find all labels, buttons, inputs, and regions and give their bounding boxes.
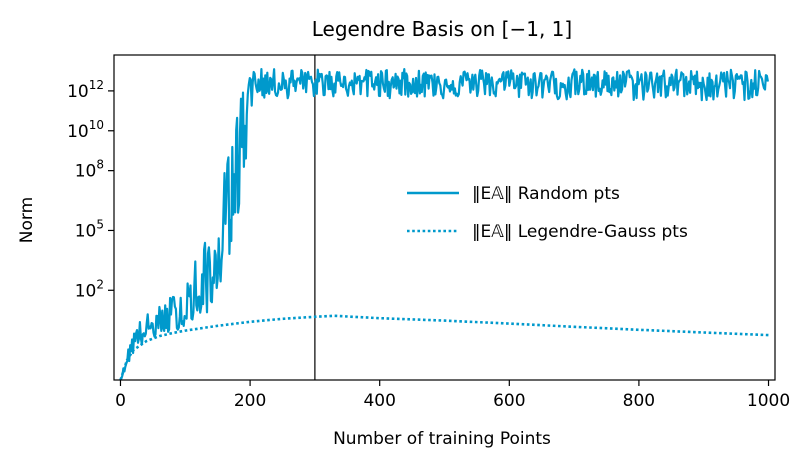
legend: ‖E𝔸‖ Random pts ‖E𝔸‖ Legendre-Gauss pts (407, 184, 688, 242)
y-axis-label: Norm (17, 197, 37, 243)
y-tick-label: 1012 (67, 78, 104, 102)
x-tick-label: 800 (623, 391, 655, 411)
x-axis-ticks: 0 200 400 600 800 1000 (115, 380, 790, 411)
x-tick-label: 0 (115, 391, 126, 411)
x-tick-label: 400 (363, 391, 395, 411)
series-layer (119, 68, 769, 381)
x-tick-label: 600 (493, 391, 525, 411)
x-tick-label: 1000 (747, 391, 790, 411)
y-axis-ticks: 102 105 108 1010 1012 (67, 78, 114, 301)
legend-label-random: ‖E𝔸‖ Random pts (472, 184, 620, 204)
y-tick-label: 1010 (67, 118, 104, 142)
y-tick-label: 108 (75, 158, 104, 182)
y-tick-label: 105 (75, 217, 104, 241)
axes-frame (113, 54, 776, 381)
series-line-random-pts (119, 68, 769, 381)
chart-title: Legendre Basis on [−1, 1] (312, 17, 572, 41)
legend-label-legendre-gauss: ‖E𝔸‖ Legendre-Gauss pts (472, 222, 688, 242)
x-tick-label: 200 (234, 391, 266, 411)
plot-area (113, 54, 776, 381)
series-line-legendre-gauss-pts (119, 314, 769, 381)
x-axis-label: Number of training Points (333, 429, 551, 449)
y-tick-label: 102 (75, 277, 104, 301)
